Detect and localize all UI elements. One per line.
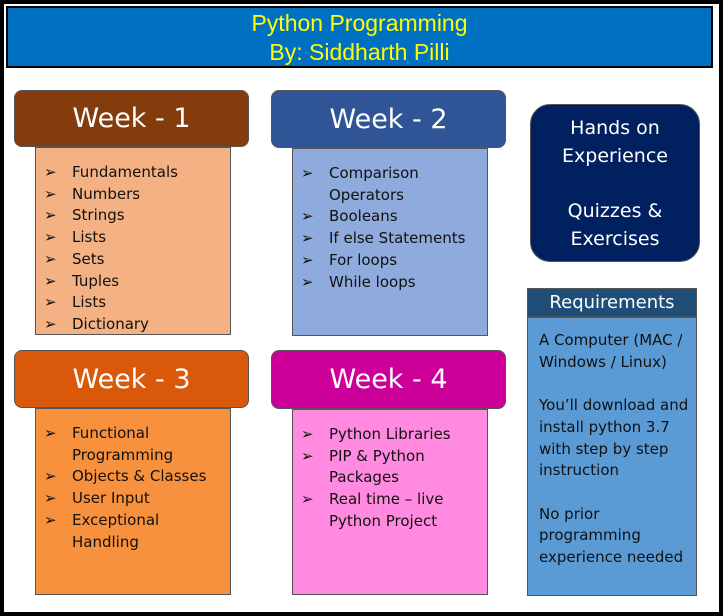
list-item: Lists: [44, 227, 222, 249]
list-item: Real time – live Python Project: [301, 489, 479, 532]
list-item: Objects & Classes: [44, 466, 222, 488]
list-item: PIP & Python Packages: [301, 446, 479, 489]
list-item: Numbers: [44, 184, 222, 206]
hands-on-text: Hands on Experience: [562, 117, 668, 167]
requirement: A Computer (MAC / Windows / Linux): [539, 331, 683, 371]
list-item: Fundamentals: [44, 162, 222, 184]
item-list: Functional ProgrammingObjects & ClassesU…: [44, 423, 222, 553]
week-title: Week - 3: [14, 350, 249, 408]
requirement: No prior programming experience needed: [539, 504, 684, 566]
author: By: Siddharth Pilli: [269, 39, 450, 65]
list-item: While loops: [301, 272, 479, 294]
week-body: Comparison OperatorsBooleansIf else Stat…: [292, 148, 488, 336]
item-list: FundamentalsNumbersStringsListsSetsTuple…: [44, 162, 222, 336]
hands-on-box: Hands on Experience Quizzes & Exercises: [530, 104, 700, 262]
week-title: Week - 1: [14, 90, 249, 147]
hands-on-text: Quizzes & Exercises: [567, 200, 663, 250]
requirements-body: A Computer (MAC / Windows / Linux) You’l…: [527, 317, 697, 596]
requirement: You’ll download and install python 3.7 w…: [539, 396, 689, 480]
list-item: Python Libraries: [301, 424, 479, 446]
list-item: User Input: [44, 488, 222, 510]
list-item: Dictionary: [44, 314, 222, 336]
week-title: Week - 2: [271, 90, 506, 148]
list-item: Tuples: [44, 271, 222, 293]
week-body: Functional ProgrammingObjects & ClassesU…: [35, 408, 231, 595]
requirements-title: Requirements: [527, 288, 697, 317]
item-list: Python LibrariesPIP & Python PackagesRea…: [301, 424, 479, 533]
header: Python Programming By: Siddharth Pilli: [6, 6, 713, 68]
list-item: If else Statements: [301, 228, 479, 250]
list-item: Lists: [44, 292, 222, 314]
list-item: For loops: [301, 250, 479, 272]
list-item: Sets: [44, 249, 222, 271]
list-item: Strings: [44, 205, 222, 227]
week-body: Python LibrariesPIP & Python PackagesRea…: [292, 409, 488, 595]
list-item: Functional Programming: [44, 423, 222, 466]
week-body: FundamentalsNumbersStringsListsSetsTuple…: [35, 147, 231, 335]
list-item: Exceptional Handling: [44, 510, 222, 553]
list-item: Comparison Operators: [301, 163, 479, 206]
week-title: Week - 4: [271, 350, 506, 409]
title: Python Programming: [251, 10, 468, 36]
list-item: Booleans: [301, 206, 479, 228]
item-list: Comparison OperatorsBooleansIf else Stat…: [301, 163, 479, 293]
